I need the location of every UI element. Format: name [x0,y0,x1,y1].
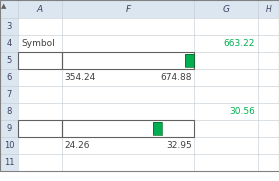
Text: 354.24: 354.24 [64,73,95,82]
Text: 11: 11 [4,158,14,167]
Text: 4: 4 [6,39,12,48]
Text: 30.56: 30.56 [229,107,255,116]
Text: AAPL: AAPL [27,56,53,65]
Text: Apple: Apple [114,56,142,66]
Text: 32.95: 32.95 [166,141,192,150]
Text: H: H [266,5,271,14]
Text: F: F [126,5,131,14]
Text: 24.26: 24.26 [64,141,90,150]
Text: A: A [37,5,43,14]
Text: 8: 8 [6,107,12,116]
Text: 5: 5 [6,56,12,65]
Text: 7: 7 [6,90,12,99]
Text: 6: 6 [6,73,12,82]
Text: ▲: ▲ [1,3,6,9]
Text: G: G [222,5,230,14]
Text: 9: 9 [6,124,12,133]
Text: MSFT: MSFT [26,124,54,133]
Text: 10: 10 [4,141,14,150]
Text: Microsoft: Microsoft [106,123,150,134]
Text: 674.88: 674.88 [160,73,192,82]
Text: 663.22: 663.22 [224,39,255,48]
Text: 3: 3 [6,22,12,31]
Text: Symbol: Symbol [21,39,55,48]
